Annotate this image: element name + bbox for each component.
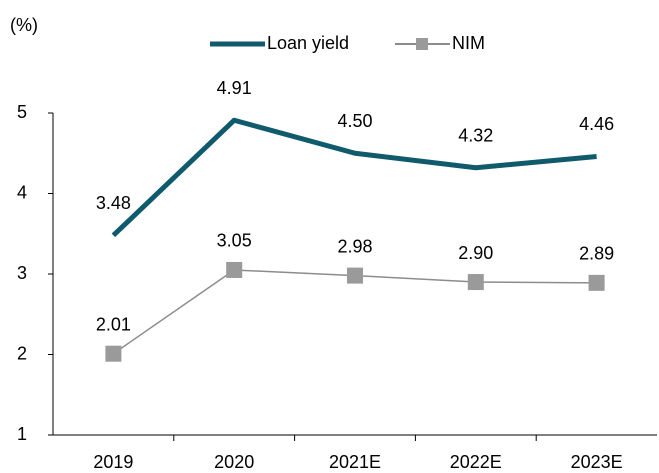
y-axis-label: (%) bbox=[10, 15, 38, 35]
y-tick-label: 3 bbox=[17, 263, 27, 283]
data-label: 4.32 bbox=[458, 125, 493, 145]
x-tick-label: 2020 bbox=[214, 452, 254, 472]
legend-label: Loan yield bbox=[267, 33, 349, 53]
data-point bbox=[226, 261, 243, 278]
y-tick-label: 1 bbox=[17, 424, 27, 444]
x-tick-label: 2023E bbox=[571, 452, 623, 472]
data-point bbox=[588, 274, 605, 291]
x-tick-label: 2021E bbox=[329, 452, 381, 472]
data-label: 2.90 bbox=[458, 243, 493, 263]
data-label: 4.91 bbox=[217, 78, 252, 98]
x-tick-label: 2019 bbox=[93, 452, 133, 472]
data-point bbox=[347, 267, 363, 284]
data-label: 2.01 bbox=[96, 314, 131, 334]
legend-marker bbox=[416, 38, 428, 50]
y-tick-label: 5 bbox=[17, 102, 27, 122]
data-label: 4.46 bbox=[579, 114, 614, 134]
x-tick-label: 2022E bbox=[450, 452, 502, 472]
data-label: 2.98 bbox=[337, 236, 372, 256]
data-label: 2.89 bbox=[579, 244, 614, 264]
y-tick-label: 2 bbox=[17, 343, 27, 363]
data-label: 3.48 bbox=[96, 193, 131, 213]
data-label: 3.05 bbox=[217, 231, 252, 251]
y-tick-label: 4 bbox=[17, 182, 27, 202]
data-point bbox=[467, 274, 484, 291]
legend-label: NIM bbox=[452, 33, 485, 53]
data-label: 4.50 bbox=[337, 111, 372, 131]
series-line bbox=[111, 117, 597, 238]
data-point bbox=[105, 345, 122, 362]
